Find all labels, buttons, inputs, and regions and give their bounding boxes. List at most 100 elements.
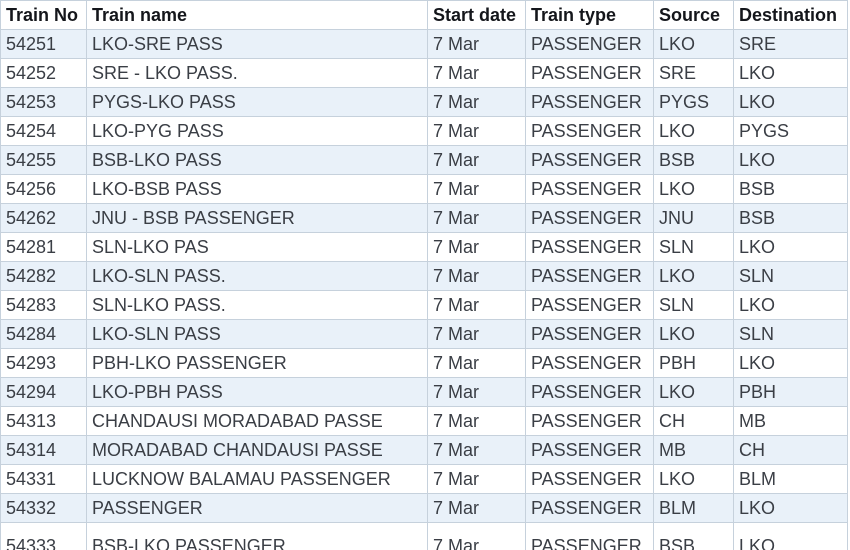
cell-train-no: 54283 (0, 290, 87, 320)
table-row: 54252 SRE - LKO PASS. 7 Mar PASSENGER SRE LKO (0, 58, 848, 88)
cell-source[interactable]: BLM (653, 493, 734, 523)
cell-source[interactable]: LKO (653, 174, 734, 204)
table-row: 54262 JNU - BSB PASSENGER 7 Mar PASSENGER JN… (0, 203, 848, 233)
cell-train-type: PASSENGER (525, 29, 654, 59)
cell-destination[interactable]: SLN (733, 319, 848, 349)
cell-start-date: 7 Mar (427, 261, 526, 291)
table-row: 54254 LKO-PYG PASS 7 Mar PASSENGER LKO PYGS (0, 116, 848, 146)
table-row: 54314 MORADABAD CHANDAUSI PASSE 7 Mar PASSE… (0, 435, 848, 465)
cell-source[interactable]: BSB (653, 145, 734, 175)
cell-source[interactable]: PYGS (653, 87, 734, 117)
header-row: Train No Train name Start date Train typ… (0, 0, 848, 30)
cell-source[interactable]: LKO (653, 116, 734, 146)
cell-destination[interactable]: SRE (733, 29, 848, 59)
cell-train-no: 54254 (0, 116, 87, 146)
column-header-destination: Destination (733, 0, 848, 30)
cell-train-no: 54281 (0, 232, 87, 262)
cell-start-date: 7 Mar (427, 319, 526, 349)
cell-train-type: PASSENGER (525, 348, 654, 378)
cell-destination[interactable]: LKO (733, 145, 848, 175)
cell-train-no: 54313 (0, 406, 87, 436)
cell-source[interactable]: BSB (653, 522, 734, 550)
cell-destination[interactable]: SLN (733, 261, 848, 291)
column-header-train-name: Train name (86, 0, 428, 30)
cell-train-name: LKO-SLN PASS. (86, 261, 428, 291)
cell-source[interactable]: SRE (653, 58, 734, 88)
cell-train-type: PASSENGER (525, 87, 654, 117)
cell-source[interactable]: MB (653, 435, 734, 465)
cell-destination[interactable]: BSB (733, 174, 848, 204)
table-row: 54281 SLN-LKO PAS 7 Mar PASSENGER SLN LKO (0, 232, 848, 262)
cell-start-date: 7 Mar (427, 348, 526, 378)
cell-destination[interactable]: PYGS (733, 116, 848, 146)
table-row: 54256 LKO-BSB PASS 7 Mar PASSENGER LKO BSB (0, 174, 848, 204)
table-row: 54253 PYGS-LKO PASS 7 Mar PASSENGER PYGS LKO (0, 87, 848, 117)
cell-source[interactable]: PBH (653, 348, 734, 378)
cell-source[interactable]: LKO (653, 29, 734, 59)
cell-start-date: 7 Mar (427, 232, 526, 262)
cell-destination[interactable]: BLM (733, 464, 848, 494)
cell-start-date: 7 Mar (427, 464, 526, 494)
cell-source[interactable]: LKO (653, 464, 734, 494)
cell-start-date: 7 Mar (427, 87, 526, 117)
cell-train-no: 54294 (0, 377, 87, 407)
cell-source[interactable]: SLN (653, 290, 734, 320)
cell-train-name: MORADABAD CHANDAUSI PASSE (86, 435, 428, 465)
table-row: 54313 CHANDAUSI MORADABAD PASSE 7 Mar PASSE… (0, 406, 848, 436)
cell-train-type: PASSENGER (525, 203, 654, 233)
cell-train-no: 54253 (0, 87, 87, 117)
cell-destination[interactable]: LKO (733, 87, 848, 117)
cell-train-type: PASSENGER (525, 174, 654, 204)
cell-train-no: 54252 (0, 58, 87, 88)
column-header-train-no: Train No (0, 0, 87, 30)
cell-source[interactable]: LKO (653, 319, 734, 349)
cell-train-name: LKO-SRE PASS (86, 29, 428, 59)
cell-train-type: PASSENGER (525, 319, 654, 349)
cell-source[interactable]: LKO (653, 377, 734, 407)
cell-train-name: PYGS-LKO PASS (86, 87, 428, 117)
table-row: 54251 LKO-SRE PASS 7 Mar PASSENGER LKO SRE (0, 29, 848, 59)
cell-train-type: PASSENGER (525, 290, 654, 320)
table-row: 54282 LKO-SLN PASS. 7 Mar PASSENGER LKO SLN (0, 261, 848, 291)
cell-destination[interactable]: BSB (733, 203, 848, 233)
cell-train-no: 54256 (0, 174, 87, 204)
cell-destination[interactable]: LKO (733, 493, 848, 523)
column-header-train-type: Train type (525, 0, 654, 30)
cell-train-type: PASSENGER (525, 464, 654, 494)
cell-source[interactable]: CH (653, 406, 734, 436)
cell-train-name: LKO-BSB PASS (86, 174, 428, 204)
cell-destination[interactable]: MB (733, 406, 848, 436)
cell-destination[interactable]: CH (733, 435, 848, 465)
cell-train-type: PASSENGER (525, 145, 654, 175)
cell-destination[interactable]: PBH (733, 377, 848, 407)
cell-source[interactable]: LKO (653, 261, 734, 291)
table-row: 54331 LUCKNOW BALAMAU PASSENGER 7 Mar PASSE… (0, 464, 848, 494)
column-header-source: Source (653, 0, 734, 30)
cell-train-type: PASSENGER (525, 232, 654, 262)
cell-train-no: 54282 (0, 261, 87, 291)
cell-destination[interactable]: LKO (733, 348, 848, 378)
table-row: 54283 SLN-LKO PASS. 7 Mar PASSENGER SLN LKO (0, 290, 848, 320)
column-header-start-date: Start date (427, 0, 526, 30)
cell-destination[interactable]: LKO (733, 232, 848, 262)
cell-source[interactable]: JNU (653, 203, 734, 233)
cell-train-name: SLN-LKO PASS. (86, 290, 428, 320)
cell-train-no: 54333 (0, 522, 87, 550)
cell-start-date: 7 Mar (427, 29, 526, 59)
cell-train-no: 54251 (0, 29, 87, 59)
cell-destination[interactable]: LKO (733, 522, 848, 550)
cell-start-date: 7 Mar (427, 203, 526, 233)
cell-destination[interactable]: LKO (733, 290, 848, 320)
table-row: 54332 PASSENGER 7 Mar PASSENGER BLM LKO (0, 493, 848, 523)
cell-destination[interactable]: LKO (733, 58, 848, 88)
table-row: 54294 LKO-PBH PASS 7 Mar PASSENGER LKO PBH (0, 377, 848, 407)
cell-start-date: 7 Mar (427, 58, 526, 88)
cell-train-type: PASSENGER (525, 377, 654, 407)
cell-train-no: 54314 (0, 435, 87, 465)
cell-source[interactable]: SLN (653, 232, 734, 262)
cell-start-date: 7 Mar (427, 145, 526, 175)
cell-train-type: PASSENGER (525, 522, 654, 550)
cell-train-type: PASSENGER (525, 116, 654, 146)
cell-train-name: SRE - LKO PASS. (86, 58, 428, 88)
